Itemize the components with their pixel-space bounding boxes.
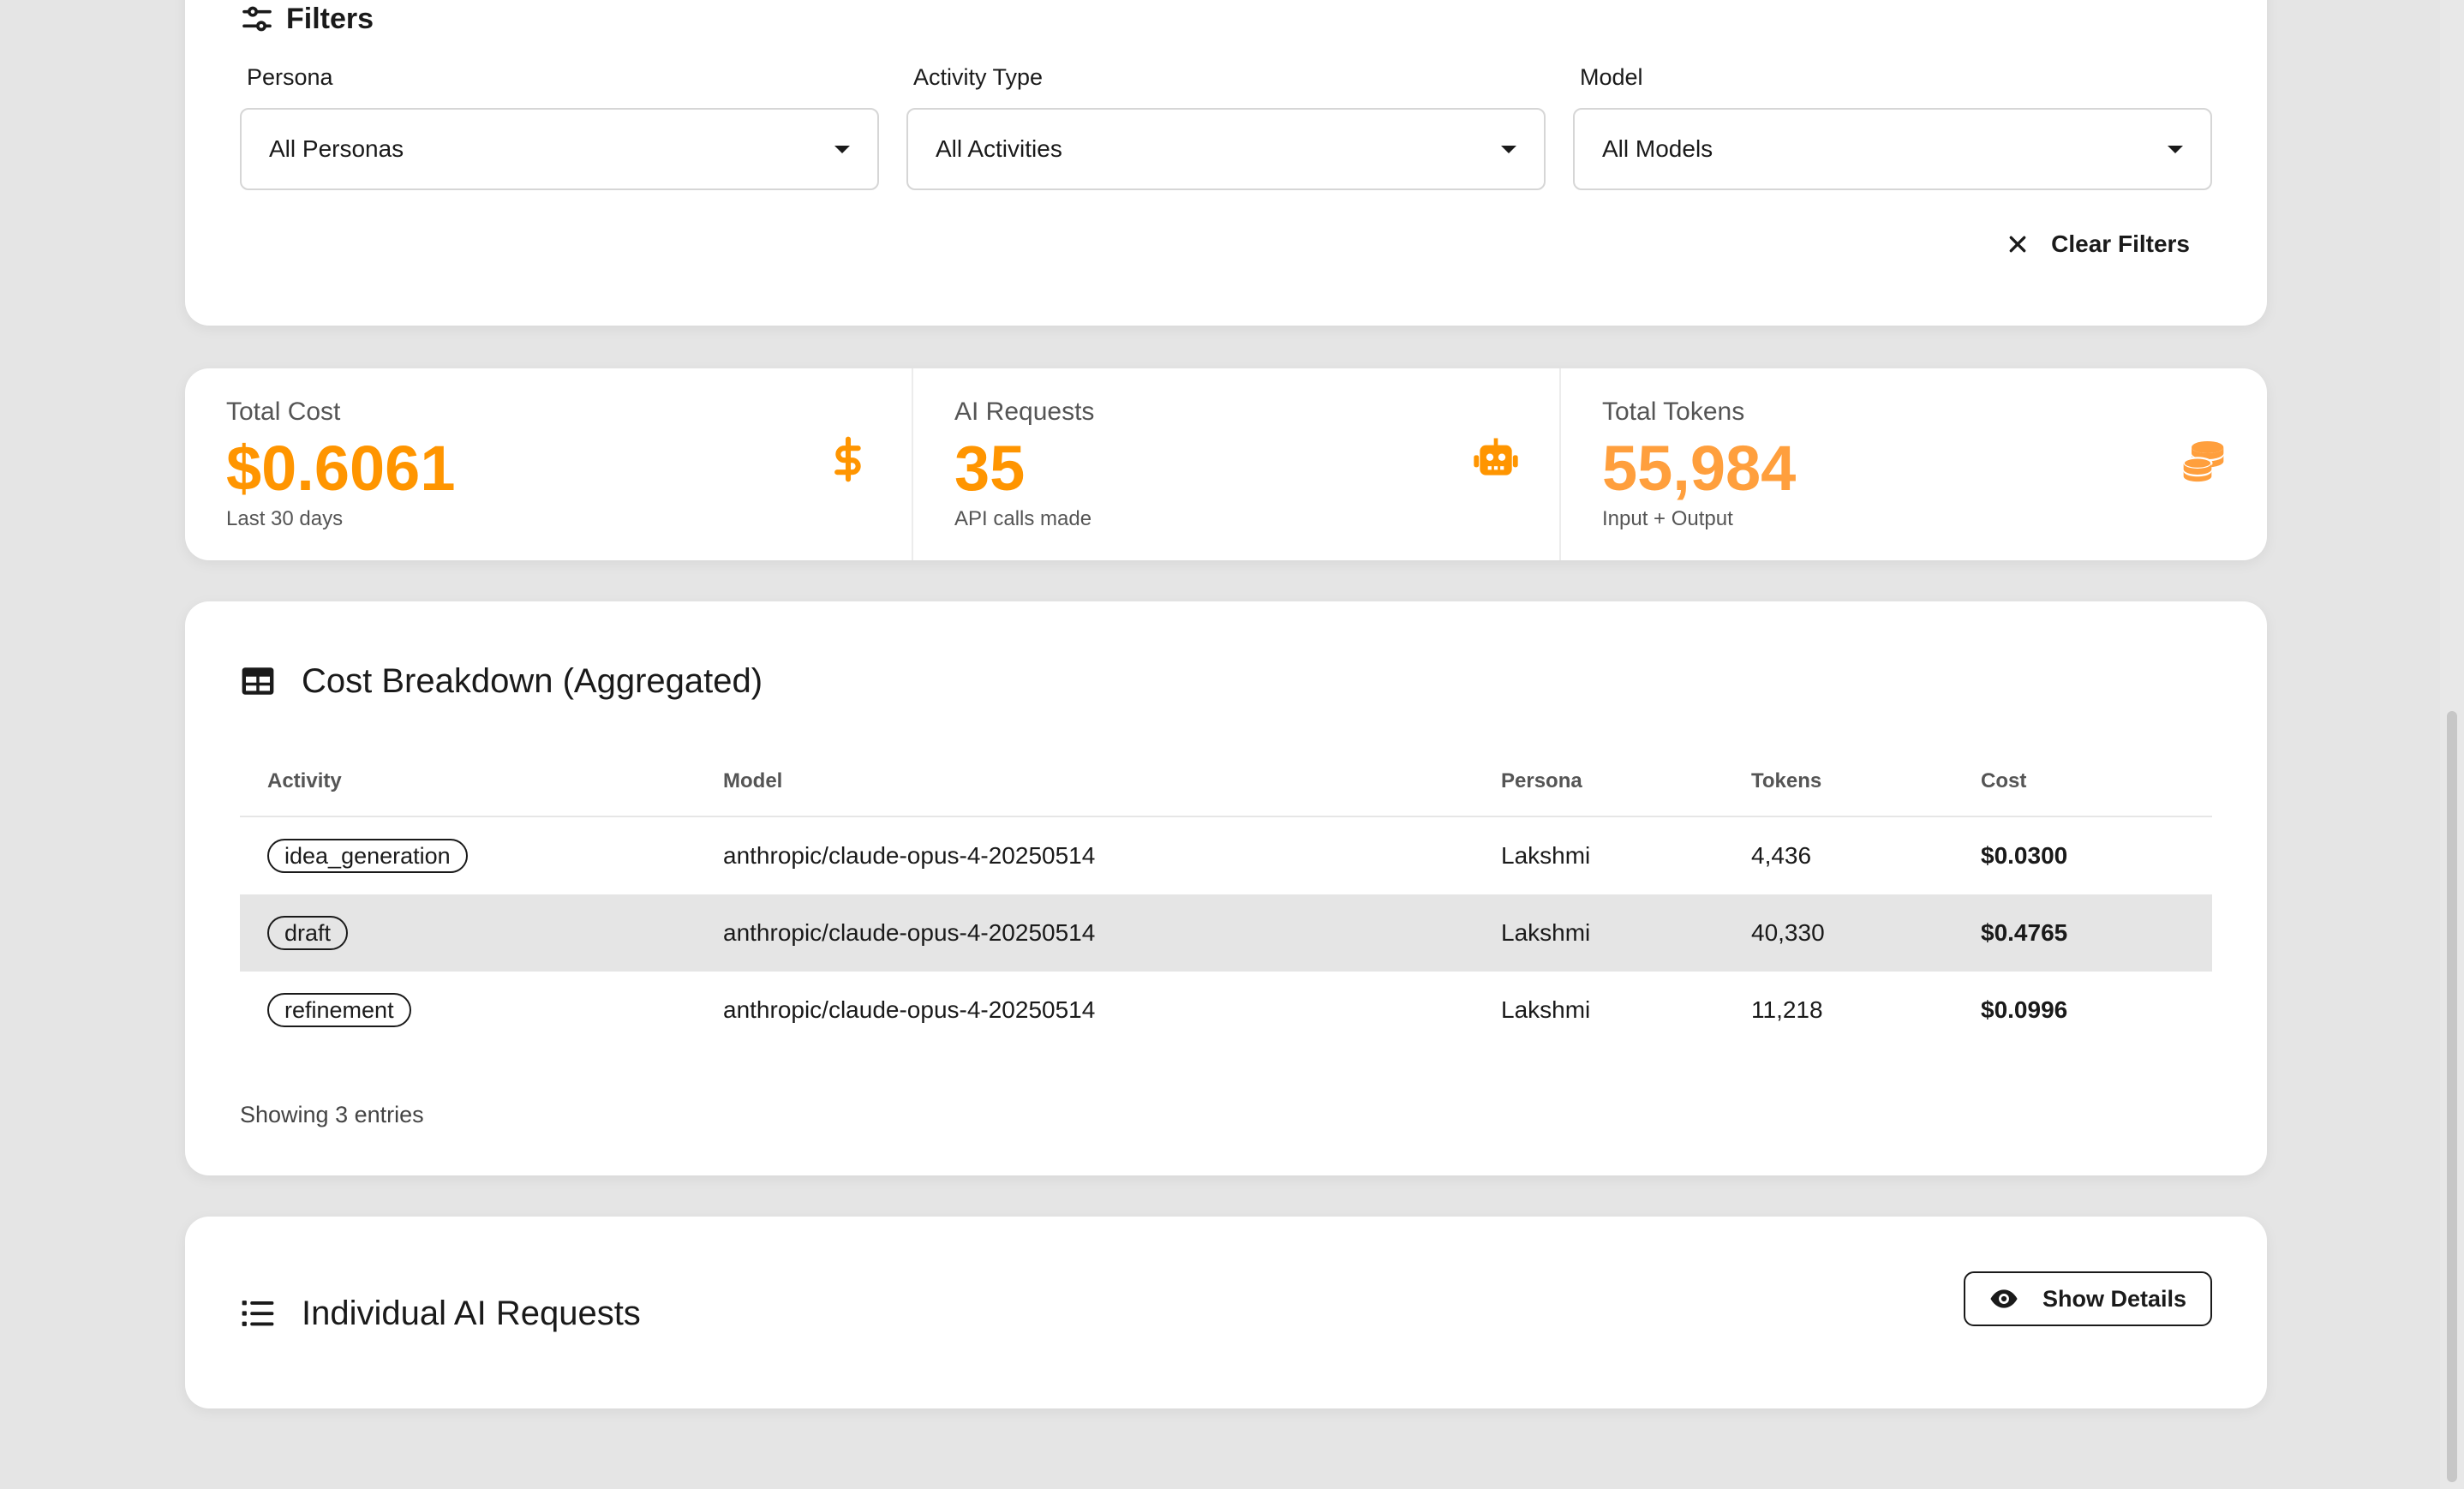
stat-value: 35 [954, 433, 1026, 504]
activity-badge: idea_generation [267, 839, 468, 873]
entries-count: Showing 3 entries [240, 1102, 424, 1127]
robot-icon [1474, 438, 1518, 475]
individual-requests-title-text: Individual AI Requests [302, 1295, 641, 1332]
stat-ai-requests: AI Requests 35 API calls made [912, 368, 1559, 560]
stat-label: AI Requests [954, 398, 1095, 426]
stats-card: Total Cost $0.6061 Last 30 days AI Reque… [185, 368, 2267, 560]
stat-total-cost: Total Cost $0.6061 Last 30 days [185, 368, 912, 560]
tokens-cell: 40,330 [1724, 894, 1953, 972]
persona-select[interactable]: All Personas [240, 108, 879, 190]
persona-cell: Lakshmi [1501, 842, 1591, 869]
activity-cell: draft [240, 894, 696, 972]
stat-label: Total Cost [226, 398, 341, 426]
column-header-activity[interactable]: Activity [240, 747, 696, 817]
persona-filter: Persona All Personas [240, 60, 879, 190]
close-icon [2009, 236, 2026, 253]
column-header-persona[interactable]: Persona [1474, 747, 1724, 817]
cost-cell: $0.0996 [1981, 996, 2068, 1023]
persona-cell: Lakshmi [1501, 996, 1591, 1023]
cost-breakdown-table: Activity Model Persona Tokens Cost idea_… [240, 747, 2212, 1049]
model-cell: anthropic/claude-opus-4-20250514 [723, 996, 1096, 1023]
caret-down-icon [2168, 145, 2183, 153]
caret-down-icon [1501, 145, 1516, 153]
stat-subtext: Input + Output [1602, 507, 1733, 530]
model-filter: Model All Models [1573, 60, 2212, 190]
sliders-icon [242, 6, 272, 32]
model-select-value: All Models [1602, 135, 1713, 162]
column-header-model[interactable]: Model [696, 747, 1474, 817]
stat-label: Total Tokens [1602, 398, 1745, 426]
column-header-cost[interactable]: Cost [1953, 747, 2212, 817]
persona-cell: Lakshmi [1474, 894, 1724, 972]
cost-breakdown-title-text: Cost Breakdown (Aggregated) [302, 662, 763, 700]
eye-icon [1990, 1289, 2018, 1308]
activity-type-select[interactable]: All Activities [906, 108, 1546, 190]
filters-card: Filters Persona All Personas Activity Ty… [185, 0, 2267, 326]
cost-breakdown-card: Cost Breakdown (Aggregated) Activity Mod… [185, 601, 2267, 1175]
column-header-tokens[interactable]: Tokens [1724, 747, 1953, 817]
tokens-cell: 4,436 [1751, 842, 1812, 869]
persona-filter-label: Persona [247, 64, 333, 90]
cost-breakdown-title: Cost Breakdown (Aggregated) [240, 663, 763, 699]
scrollbar-track[interactable] [2440, 0, 2464, 1489]
tokens-cell: 11,218 [1751, 996, 1823, 1023]
table-header-row: Activity Model Persona Tokens Cost [240, 747, 2212, 817]
filters-title-text: Filters [286, 3, 374, 35]
show-details-label: Show Details [2042, 1285, 2187, 1312]
table-row[interactable]: draft anthropic/claude-opus-4-20250514 L… [240, 894, 2212, 972]
cost-cell: $0.0300 [1981, 842, 2068, 869]
clear-filters-label: Clear Filters [2051, 230, 2190, 257]
model-cell: anthropic/claude-opus-4-20250514 [696, 894, 1474, 972]
activity-type-filter: Activity Type All Activities [906, 60, 1546, 190]
table-icon [242, 667, 274, 695]
show-details-button[interactable]: Show Details [1964, 1271, 2212, 1326]
scrollbar-thumb[interactable] [2447, 711, 2457, 1482]
clear-filters-button[interactable]: Clear Filters [2008, 223, 2190, 266]
model-select[interactable]: All Models [1573, 108, 2212, 190]
individual-requests-title: Individual AI Requests [240, 1295, 641, 1331]
stat-subtext: Last 30 days [226, 507, 344, 530]
activity-cell: refinement [240, 972, 696, 1049]
coins-icon [2182, 441, 2224, 482]
dollar-icon [834, 436, 861, 482]
table-row[interactable]: refinement anthropic/claude-opus-4-20250… [240, 972, 2212, 1049]
filters-title: Filters [240, 0, 374, 38]
table-row[interactable]: idea_generation anthropic/claude-opus-4-… [240, 816, 2212, 894]
caret-down-icon [834, 145, 850, 153]
individual-requests-card: Individual AI Requests Show Details [185, 1217, 2267, 1408]
activity-type-select-value: All Activities [936, 135, 1062, 162]
list-icon [242, 1301, 274, 1326]
cost-cell: $0.4765 [1953, 894, 2212, 972]
activity-type-filter-label: Activity Type [913, 64, 1044, 90]
activity-badge: draft [267, 916, 349, 950]
stat-value: $0.6061 [226, 433, 456, 504]
model-filter-label: Model [1580, 64, 1643, 90]
stat-subtext: API calls made [954, 507, 1092, 530]
activity-cell: idea_generation [240, 816, 696, 894]
persona-select-value: All Personas [269, 135, 404, 162]
stat-value: 55,984 [1602, 433, 1797, 504]
activity-badge: refinement [267, 993, 411, 1027]
model-cell: anthropic/claude-opus-4-20250514 [723, 842, 1096, 869]
stat-total-tokens: Total Tokens 55,984 Input + Output [1559, 368, 2267, 560]
